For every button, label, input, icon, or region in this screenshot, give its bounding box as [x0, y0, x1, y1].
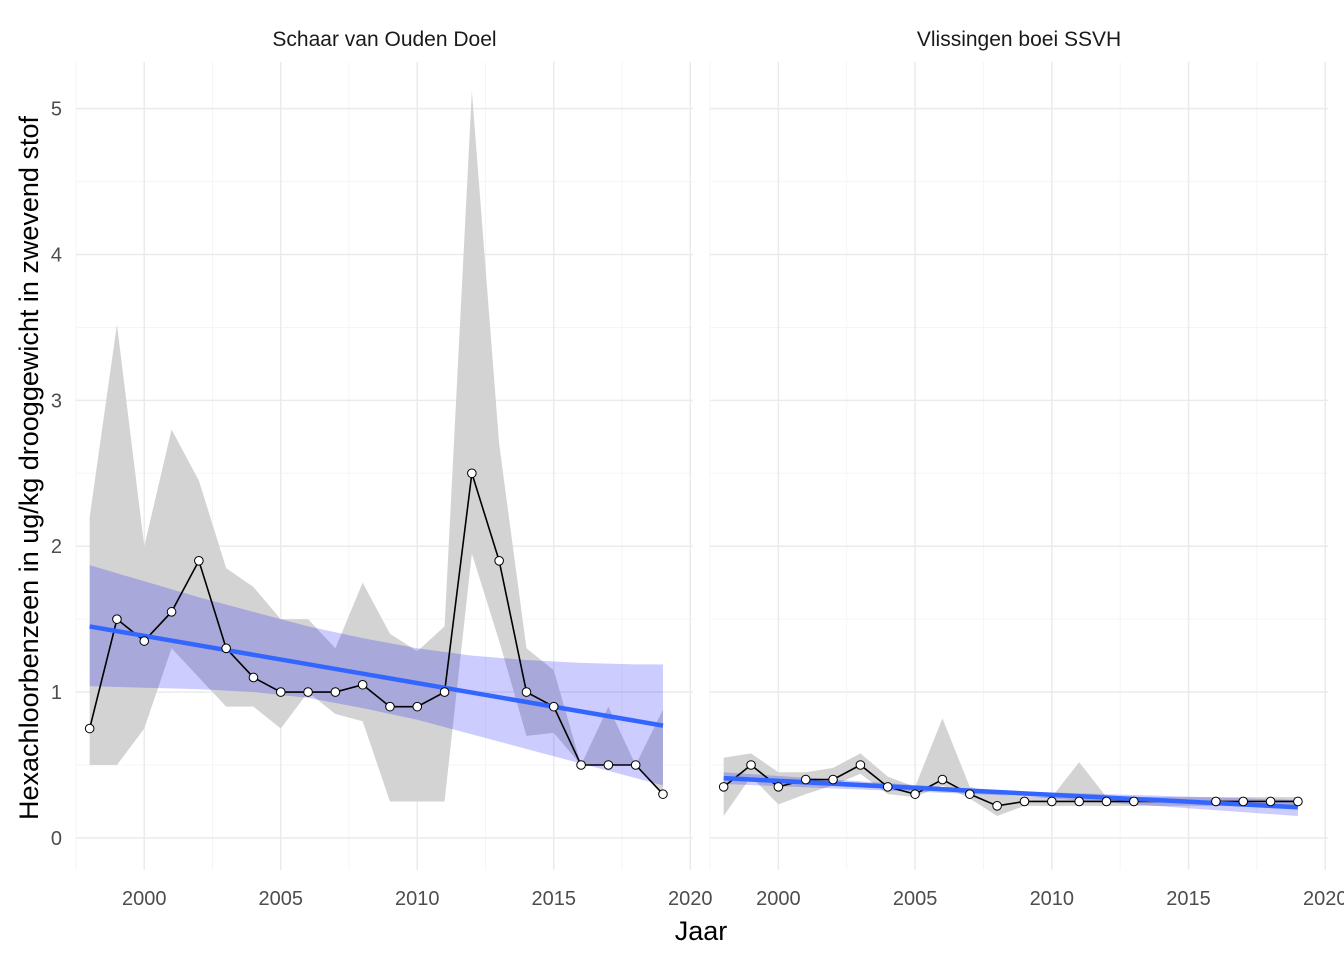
y-tick-label: 0 [51, 828, 62, 850]
y-tick-label: 2 [51, 536, 62, 558]
data-point [385, 701, 395, 712]
x-tick-label: 2000 [122, 888, 167, 910]
x-tick-label: 2015 [1166, 888, 1211, 910]
data-point [773, 782, 784, 792]
data-point [630, 760, 641, 770]
data-point [746, 760, 756, 770]
x-tick-label: 2010 [395, 888, 440, 910]
data-point [992, 801, 1002, 811]
data-point [1047, 796, 1057, 807]
data-point [412, 701, 423, 712]
data-point [248, 672, 259, 683]
data-point [1265, 796, 1276, 807]
data-point [221, 643, 231, 654]
facet-title: Vlissingen boei SSVH [917, 28, 1121, 51]
y-tick-label: 3 [51, 390, 62, 412]
data-point [1211, 796, 1221, 807]
data-point [1019, 796, 1030, 807]
data-point [800, 774, 811, 785]
trend-line [89, 624, 664, 728]
series-line [88, 473, 664, 795]
data-point [828, 774, 838, 785]
data-point [166, 607, 177, 617]
data-point [303, 687, 313, 697]
data-point [1074, 796, 1084, 807]
data-point [1293, 796, 1303, 807]
data-point [937, 774, 948, 785]
y-tick-label: 1 [51, 682, 62, 704]
x-tick-label: 2020 [668, 888, 713, 910]
x-tick-label: 2000 [756, 888, 801, 910]
data-point [576, 760, 586, 770]
range-ribbon [89, 91, 663, 802]
x-tick-label: 2005 [259, 888, 304, 910]
data-point [548, 701, 559, 712]
trend-line [723, 775, 1299, 810]
data-point [467, 468, 477, 479]
x-axis-title: Jaar [675, 916, 728, 946]
data-point [1129, 796, 1139, 807]
data-point [855, 760, 866, 770]
data-point [603, 760, 614, 770]
data-point [1238, 796, 1249, 807]
data-point [139, 636, 150, 646]
y-tick-label: 5 [51, 99, 62, 121]
data-point [1101, 796, 1112, 807]
data-point [964, 789, 975, 799]
x-tick-label: 2020 [1303, 888, 1344, 910]
data-point [439, 687, 450, 697]
data-point [275, 687, 286, 697]
data-point [910, 789, 920, 799]
data-point [494, 556, 504, 566]
x-tick-label: 2010 [1030, 888, 1075, 910]
data-point [718, 782, 729, 792]
data-point [882, 782, 893, 792]
facet-title: Schaar van Ouden Doel [272, 28, 496, 51]
y-tick-label: 4 [51, 245, 62, 267]
x-tick-label: 2015 [532, 888, 577, 910]
panel-2: Vlissingen boei SSVH 2000 2005 2010 2015 2020 [709, 28, 1344, 910]
x-tick-label: 2005 [893, 888, 938, 910]
data-point [658, 789, 668, 799]
data-point [357, 679, 368, 690]
data-point [84, 723, 95, 734]
data-point [521, 687, 532, 697]
y-axis-title: Hexachloorbenzeen in ug/kg drooggewicht … [14, 116, 44, 820]
data-point [112, 614, 122, 624]
data-point [330, 687, 341, 697]
data-point [194, 556, 204, 566]
range-ribbon [723, 718, 1298, 817]
